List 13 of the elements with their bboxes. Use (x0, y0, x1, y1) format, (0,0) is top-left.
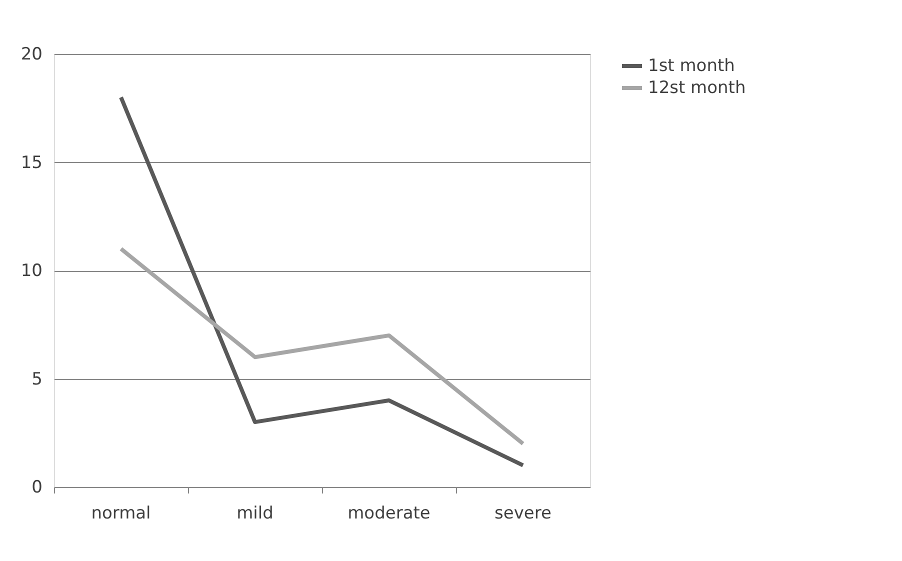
y-tick-label: 5 (32, 369, 42, 390)
y-tick-label: 0 (32, 478, 42, 498)
line-series (119, 246, 525, 446)
legend-label: 12st month (648, 78, 746, 98)
y-tick-label: 20 (20, 44, 42, 64)
x-tick-label: moderate (348, 504, 430, 524)
legend-label: 1st month (648, 56, 735, 76)
line-series (119, 95, 525, 468)
x-tick-label: mild (236, 504, 274, 524)
x-tick-label: normal (91, 504, 151, 524)
x-tick-label: severe (494, 504, 552, 524)
y-tick-label: 15 (20, 152, 42, 173)
y-tick-label: 10 (20, 261, 42, 281)
